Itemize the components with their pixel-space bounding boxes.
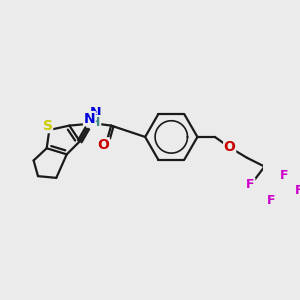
Text: O: O [224, 140, 236, 154]
Text: F: F [246, 178, 255, 191]
Text: H: H [90, 116, 101, 129]
Text: O: O [98, 138, 109, 152]
Text: N: N [90, 106, 102, 120]
Text: C: C [87, 113, 97, 127]
Text: N: N [84, 112, 95, 126]
Text: F: F [279, 169, 288, 182]
Text: F: F [267, 194, 276, 207]
Text: S: S [43, 118, 52, 133]
Text: F: F [295, 184, 300, 197]
